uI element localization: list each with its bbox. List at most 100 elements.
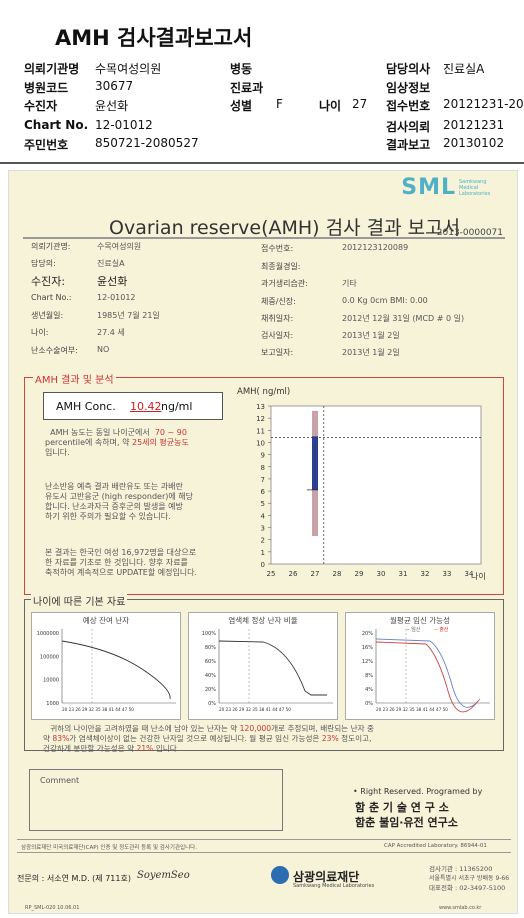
cap-text: CAP Accredited Laboratory. 86944-01 xyxy=(384,843,487,849)
rights-text: • Right Reserved. Programed by xyxy=(353,787,483,796)
header-label: 나이 xyxy=(319,99,342,113)
foundation-logo xyxy=(271,866,289,884)
header-value: 수목여성의원 xyxy=(95,62,162,76)
header-value: 20121231 xyxy=(443,118,505,132)
ovarian-response-text: 난소반응 예측 결과 배란유도 또는 과배란 유도시 고반응군 (high res… xyxy=(45,482,193,521)
org-name-1: 함 춘 기 술 연 구 소 xyxy=(355,801,449,814)
info-value: 0.0 Kg 0cm BMI: 0.00 xyxy=(342,296,428,305)
preg-y-tick-label: 16% xyxy=(362,645,373,651)
amh-result-section: AMH 결과 및 분석 AMH Conc. 10.42 ng/ml AMH 농도… xyxy=(24,371,504,595)
header-label: 검사의뢰 xyxy=(386,120,431,134)
x-tick-label: 26 xyxy=(289,570,298,578)
percentile-text: AMH 농도는 동일 나이군에서 70 ~ 90 percentile에 속하며… xyxy=(45,428,189,457)
info-label: 최종월경일: xyxy=(261,262,301,271)
y-tick-label: 2 xyxy=(261,537,265,545)
y-tick-label: 13 xyxy=(256,403,265,411)
y-tick-label: 12 xyxy=(256,415,265,423)
y-tick-label: 9 xyxy=(261,452,265,460)
info-label: Chart No.: xyxy=(31,293,72,302)
info-value: 2013년 1월 2일 xyxy=(342,348,400,357)
age-summary-text: 귀하의 나이만을 고려하였을 때 난소에 남아 있는 난자는 약 120,000… xyxy=(43,724,374,753)
conc-label: AMH Conc. xyxy=(56,400,116,413)
info-value: 수목여성의원 xyxy=(97,242,142,251)
x-tick-label: 29 xyxy=(355,570,364,578)
eggs-y-tick-label: 1000 xyxy=(46,701,59,707)
remaining-eggs-chart: 예상 잔여 난자 1000000 100000 10000 1000 20 23 26 … xyxy=(31,612,181,720)
chromo-y-tick-label: 20% xyxy=(205,687,216,693)
info-value: 윤선화 xyxy=(97,275,128,288)
eggs-y-tick-label: 10000 xyxy=(43,678,59,684)
header-label: 결과보고 xyxy=(386,138,431,152)
info-label: 수진자: xyxy=(31,275,66,288)
scanned-report: SML Samkwang Medical Laboratories Ovaria… xyxy=(8,170,518,914)
y-tick-label: 6 xyxy=(261,488,266,496)
info-label: 과거생리습관: xyxy=(261,279,308,288)
header-label: 주민번호 xyxy=(24,138,69,152)
info-label: 나이: xyxy=(31,328,49,337)
header-label: 접수번호 xyxy=(386,99,431,113)
plot-area xyxy=(270,405,482,565)
x-axis-label: 나이 xyxy=(471,571,486,581)
header-label: 성별 xyxy=(230,99,253,113)
birth-curve xyxy=(375,641,479,713)
foundation-name-en: Samkwang Medical Laboratories xyxy=(293,883,375,889)
y-tick-label: 0 xyxy=(261,561,265,569)
preg-x-tick-labels: 20 23 26 29 32 35 38 41 44 47 50 xyxy=(376,707,448,712)
info-value: 27.4 세 xyxy=(97,328,125,337)
logo-text: SML xyxy=(401,175,456,200)
info-label: 생년월일: xyxy=(31,311,64,320)
chromo-y-tick-label: 0% xyxy=(208,701,216,707)
x-tick-label: 30 xyxy=(377,570,386,578)
doctor-name: 전문의 : 서소연 M.D. (제 711호) xyxy=(17,874,131,883)
y-tick-label: 11 xyxy=(256,427,265,435)
y-tick-label: 1 xyxy=(261,549,265,557)
preg-y-tick-label: 0% xyxy=(365,701,373,707)
info-value: 2012년 12월 31일 (MCD # 0 일) xyxy=(342,314,465,323)
certification-text: 삼광의료재단 미국의료재단(CAP) 인증 및 정도관리 등록 및 검사기관입니… xyxy=(21,845,197,851)
eggs-y-tick-label: 1000000 xyxy=(37,631,59,637)
info-label: 의뢰기관명: xyxy=(31,242,71,251)
eggs-curve xyxy=(61,640,171,700)
y-tick-label: 5 xyxy=(261,500,265,508)
header-label: 병동 xyxy=(230,62,253,76)
info-label: 체중/신장: xyxy=(261,297,296,306)
header-label: 의뢰기관명 xyxy=(24,62,80,76)
form-number: RP_SML-020 10.06.01 xyxy=(25,905,80,911)
info-value: NO xyxy=(97,345,110,354)
sml-logo: SML Samkwang Medical Laboratories xyxy=(401,175,503,200)
amh-section-title: AMH 결과 및 분석 xyxy=(33,371,116,386)
data-source-note: 본 결과는 한국인 여성 16,972명을 대상으로 한 자료를 기초로 한 것입… xyxy=(45,548,198,577)
phone: 대표전화 : 02-3497-5100 xyxy=(429,884,506,892)
preg-legend-a: -- 임신 xyxy=(406,626,421,633)
info-label: 채취일자: xyxy=(261,314,294,323)
footer-divider-2 xyxy=(17,852,511,853)
y-tick-label: 8 xyxy=(261,464,265,472)
comment-label: Comment xyxy=(40,776,80,785)
address: 서울특별시 서초구 방배동 9-66 xyxy=(429,875,510,882)
normal-chromosome-title: 염색체 정상 난자 비율 xyxy=(228,616,298,625)
y-tick-label: 10 xyxy=(256,439,265,447)
info-label: 난소수술여부: xyxy=(31,346,78,355)
info-value: 2012123120089 xyxy=(342,243,409,252)
foundation-name: 삼광의료재단 xyxy=(293,870,360,884)
header-value: 20130102 xyxy=(443,136,505,150)
doctor-signature: SoyemSeo xyxy=(137,870,190,881)
preg-y-tick-label: 8% xyxy=(365,673,373,679)
header-value: 진료실A xyxy=(443,62,485,76)
iqr-bar xyxy=(312,436,318,490)
header-divider xyxy=(0,162,524,164)
header-value: 윤선화 xyxy=(95,99,129,113)
header-label: 진료과 xyxy=(230,81,264,95)
eggs-y-tick-label: 100000 xyxy=(40,654,59,660)
logo-subtext: Samkwang Medical Laboratories xyxy=(459,178,491,197)
header-label: 병원코드 xyxy=(24,81,69,95)
age-section-title: 나이에 따른 기본 자료 xyxy=(31,593,128,608)
org-name-2: 함춘 불임·유전 연구소 xyxy=(355,816,458,829)
pregnancy-chance-title: 월평균 임신 가능성 xyxy=(390,616,450,625)
age-basic-data-section: 나이에 따른 기본 자료 예상 잔여 난자 1000000 100000 10000… xyxy=(24,593,504,753)
header-value: 850721-2080527 xyxy=(95,136,199,150)
comment-box: Comment xyxy=(29,769,283,831)
conc-value: 10.42 xyxy=(130,400,162,413)
header-label: 담당의사 xyxy=(386,62,431,76)
header-value: 12-01012 xyxy=(95,118,153,132)
